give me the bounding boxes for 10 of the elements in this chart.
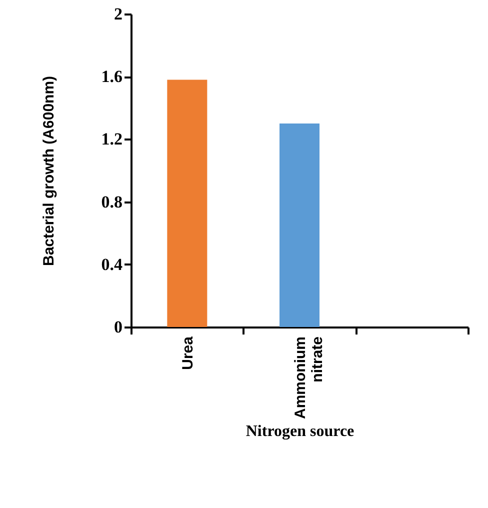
y-axis-title: Bacterial growth (A600nm): [40, 76, 58, 266]
y-tick-label: 2: [114, 4, 122, 24]
y-tick-label: 1.2: [101, 130, 122, 149]
y-tick-label: 0.4: [101, 254, 123, 274]
x-tick-label: Urea: [180, 336, 197, 370]
x-axis-title: Nitrogen source: [246, 423, 354, 440]
y-tick-label: 0: [114, 318, 122, 336]
y-tick-label: 1.6: [101, 67, 122, 86]
x-tick-label: Ammonium nitrate: [292, 336, 326, 419]
y-tick-label: 0.8: [101, 192, 122, 212]
